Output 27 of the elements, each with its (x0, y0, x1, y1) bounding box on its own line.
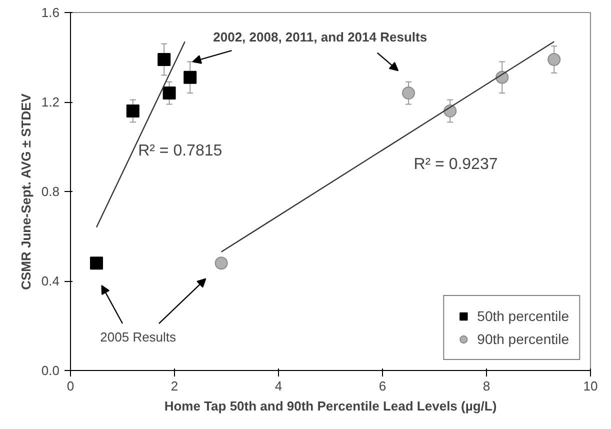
y-tick-label: 0.0 (41, 363, 60, 378)
point (126, 104, 140, 118)
x-tick-label: 0 (66, 378, 74, 394)
point (184, 70, 197, 84)
y-tick-label: 0.4 (41, 274, 60, 288)
annotation: R² = 0.7815 (138, 142, 222, 160)
annotation: R² = 0.9237 (414, 156, 498, 174)
point (214, 256, 228, 270)
annotation: 2002, 2008, 2011, and 2014 Results (213, 30, 428, 45)
y-tick-label: 1.2 (41, 94, 60, 110)
point (402, 86, 415, 100)
annotation: 2005 Results (100, 329, 177, 344)
x-tick-label: 8 (482, 378, 490, 394)
legend-label: 50th percentile (477, 308, 569, 324)
y-tick-label: 1.6 (41, 5, 60, 20)
x-tick-label: 2 (170, 378, 178, 394)
point (162, 86, 176, 100)
point (90, 256, 103, 270)
x-tick-label: 4 (274, 378, 282, 394)
y-tick-label: 0.8 (41, 184, 60, 199)
y-axis-title: CSMR June-Sept. AVG ± STDEV (18, 93, 34, 290)
x-axis-title: Home Tap 50th and 90th Percentile Lead Levels (µg/L) (164, 398, 497, 414)
point (548, 53, 561, 66)
x-tick-label: 6 (378, 378, 386, 394)
legend-label: 90th percentile (477, 331, 569, 347)
point (158, 52, 171, 66)
x-tick-label: 10 (583, 378, 598, 394)
